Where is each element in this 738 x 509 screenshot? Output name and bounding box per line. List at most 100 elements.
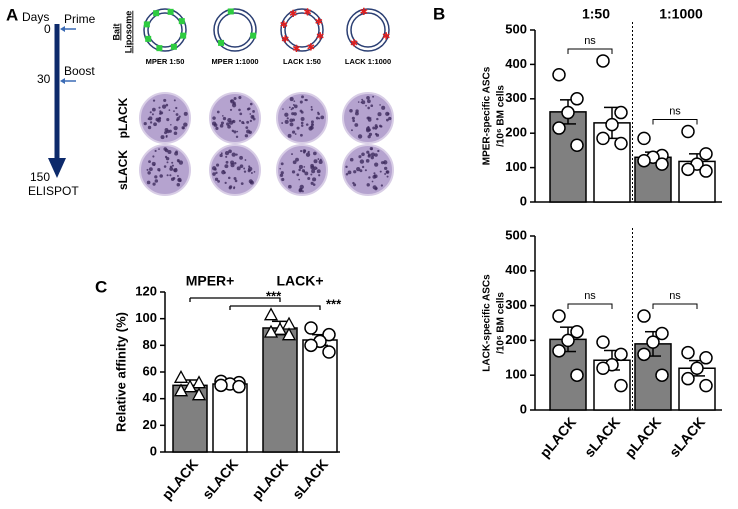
y-tick-label: 200 <box>505 332 527 347</box>
spot <box>225 155 228 158</box>
spot <box>377 112 382 117</box>
spot <box>303 166 306 168</box>
spot <box>318 117 321 120</box>
spot <box>288 184 292 189</box>
significance-label: ns <box>669 290 681 302</box>
spot <box>305 152 311 157</box>
bar <box>262 327 298 453</box>
point <box>596 335 610 349</box>
spot <box>296 126 300 130</box>
spot <box>176 116 180 121</box>
bar <box>212 383 248 453</box>
group-label: 1:50 <box>582 6 610 22</box>
spot <box>183 111 188 116</box>
significance-bracket <box>652 118 698 125</box>
point <box>281 327 297 341</box>
event-label: Prime <box>64 12 96 26</box>
antigen <box>143 21 150 28</box>
spot <box>291 153 293 156</box>
significance-bracket <box>567 303 613 310</box>
spot <box>352 119 355 123</box>
spot <box>154 149 157 153</box>
point <box>637 131 651 146</box>
point <box>570 324 584 339</box>
spot <box>242 122 245 125</box>
spot <box>361 100 366 105</box>
spot <box>284 119 289 124</box>
spot <box>303 170 306 173</box>
spot <box>225 160 229 164</box>
spot <box>312 177 317 182</box>
antigen <box>250 32 257 39</box>
spot <box>280 171 284 175</box>
spot <box>219 124 224 128</box>
antigen <box>178 18 185 25</box>
spot <box>304 98 307 102</box>
spot <box>291 170 296 174</box>
spot <box>379 104 381 106</box>
panel-label: C <box>95 277 107 296</box>
y-tick-label: 300 <box>505 297 527 312</box>
spot <box>222 116 227 121</box>
spot <box>295 157 299 162</box>
point <box>637 153 651 168</box>
spot <box>231 129 235 133</box>
point <box>263 307 279 321</box>
spot <box>379 170 382 173</box>
point <box>570 92 584 106</box>
point <box>655 326 669 341</box>
spot <box>239 164 244 168</box>
liposome-label: LACK 1:50 <box>283 57 321 66</box>
point <box>681 162 695 177</box>
spot <box>243 167 246 170</box>
spot <box>160 135 165 140</box>
antigen <box>180 32 187 39</box>
well <box>139 92 191 144</box>
spot <box>286 117 289 120</box>
antigen <box>145 35 152 42</box>
spot <box>238 108 241 112</box>
x-tick-label: sLACK <box>199 456 241 502</box>
spot <box>296 173 300 177</box>
spot <box>149 121 153 124</box>
spot <box>354 123 359 127</box>
point <box>191 375 207 389</box>
spot <box>154 175 158 179</box>
spot <box>238 119 242 122</box>
spot <box>173 110 175 112</box>
significance-bracket <box>229 305 321 310</box>
spot <box>293 112 297 116</box>
spot <box>310 120 314 124</box>
antigen: ✱ <box>292 44 300 55</box>
y-axis-label: Relative affinity (%) <box>113 312 128 432</box>
spot <box>183 122 188 127</box>
liposome <box>147 12 183 48</box>
spot <box>174 151 179 156</box>
antigen: ✱ <box>281 35 289 46</box>
y-tick-label: 0 <box>150 443 157 458</box>
spot <box>246 129 251 134</box>
spot <box>249 102 253 106</box>
spot <box>372 185 377 190</box>
point <box>699 351 713 365</box>
spot <box>233 177 237 180</box>
point <box>304 338 318 353</box>
spot <box>147 125 152 130</box>
significance-label: ns <box>669 105 681 117</box>
y-tick-label: 500 <box>505 21 527 36</box>
spot <box>300 117 305 122</box>
point <box>552 344 566 358</box>
spot <box>373 172 376 175</box>
spot <box>222 170 225 172</box>
spot <box>235 153 238 156</box>
liposome <box>143 8 187 52</box>
spot <box>165 135 168 138</box>
antigen: ✱ <box>316 31 324 42</box>
spot <box>359 169 363 173</box>
spot <box>228 149 232 154</box>
point <box>272 321 288 335</box>
y-tick-label: 200 <box>505 125 527 140</box>
spot <box>212 116 216 120</box>
antigen: ✱ <box>360 7 368 18</box>
group-label: 1:1000 <box>659 6 703 22</box>
